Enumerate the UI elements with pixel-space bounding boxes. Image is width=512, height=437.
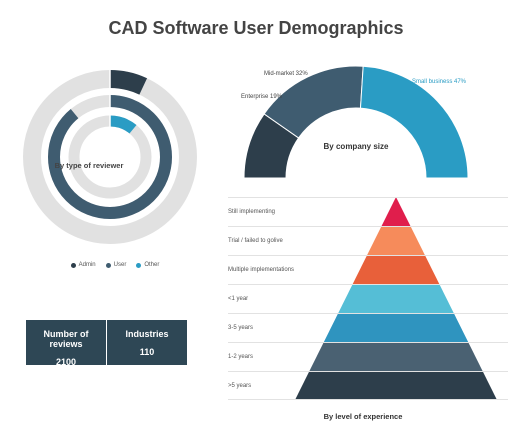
stat-reviews-label: Number of reviews [43,329,89,349]
experience-category-5: 3-5 years [228,313,508,342]
legend-other-label: Other [144,262,160,268]
experience-rows: Still implementing Trial / failed to goli… [228,197,508,400]
pyramid-layer-1 [381,197,411,226]
company-size-chart-title: By company size [324,142,389,151]
reviewer-legend: Admin User Other [60,262,170,268]
company-size-segment-small-business [359,65,469,179]
experience-chart-title: By level of experience [324,412,403,421]
experience-category-3: Multiple implementations [228,255,508,284]
company-size-label-small-business: Small business 47% [412,79,467,85]
legend-item-user: User [105,262,127,268]
company-size-label-mid-market: Mid-market 32% [264,71,308,77]
reviewer-donut-chart [23,67,197,244]
experience-pyramid-chart [295,197,497,400]
legend-item-admin: Admin [70,262,96,268]
stats-panel: Number of reviews 2100 Industries 110 [26,320,187,367]
stat-reviews-value: 2100 [55,357,77,367]
pyramid-layer-2 [367,226,425,255]
pyramid-layer-7 [295,371,497,400]
legend-item-other: Other [136,262,159,268]
stat-industries-value: 110 [139,347,155,357]
legend-user-swatch [105,262,111,268]
pyramid-layer-6 [309,342,483,371]
ring-track-other [68,115,152,199]
reviewer-chart-title: By type of reviewer [55,161,124,170]
company-size-label-enterprise: Enterprise 19% [241,94,283,100]
experience-category-4: <1 year [228,284,508,313]
stat-reviews: Number of reviews 2100 [26,320,106,367]
pyramid-layer-3 [352,255,440,284]
legend-admin-swatch [70,262,76,268]
legend-other-swatch [136,262,142,268]
experience-category-6: 1-2 years [228,342,508,371]
experience-category-1: Still implementing [228,197,508,226]
company-size-chart: Enterprise 19% Mid-market 32% Small busine… [241,65,469,179]
stat-industries: Industries 110 [106,320,187,365]
pyramid-layer-5 [323,313,469,342]
experience-category-7: >5 years [228,371,508,400]
legend-admin-label: Admin [78,262,96,268]
pyramid-layer-4 [338,284,454,313]
experience-category-2: Trial / failed to golive [228,226,508,255]
legend-user-label: User [113,262,127,268]
page-title: CAD Software User Demographics [108,18,404,38]
stat-industries-label: Industries [125,329,169,339]
